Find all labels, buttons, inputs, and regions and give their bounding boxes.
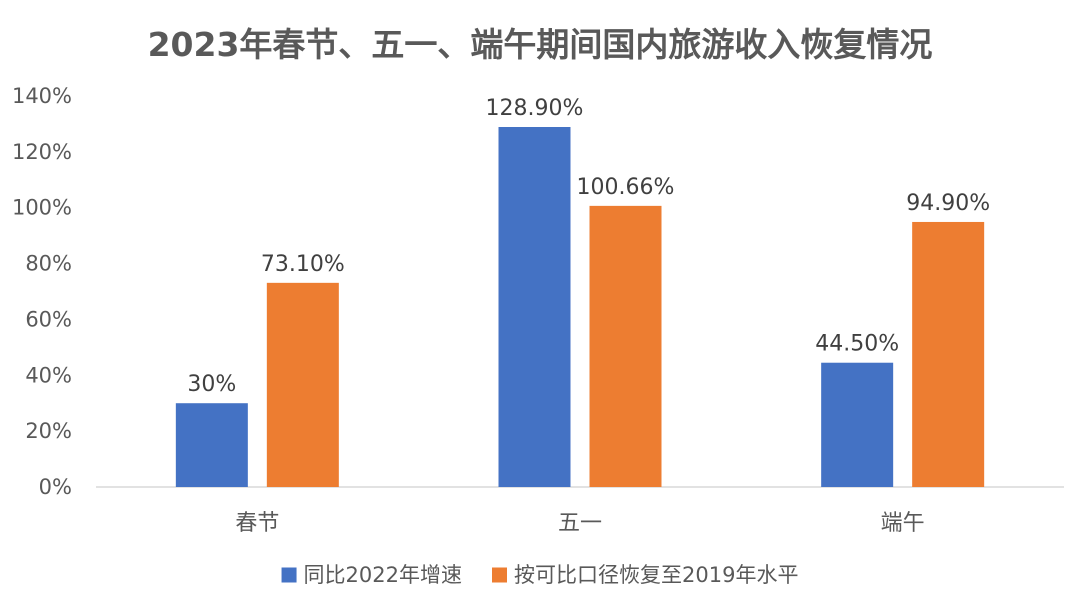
y-tick-label: 20% <box>25 419 72 443</box>
bar-recovery-1 <box>589 205 662 487</box>
data-label: 73.10% <box>261 252 345 277</box>
y-tick-label: 80% <box>25 252 72 276</box>
legend-swatch <box>492 567 507 583</box>
bar-yoy-growth-1 <box>498 127 571 487</box>
x-tick-label: 端午 <box>881 511 925 536</box>
legend-label: 按可比口径恢复至2019年水平 <box>514 563 798 587</box>
data-labels: 30% 73.10% 128.90% 100.66% 44.50% 94.90% <box>187 96 990 397</box>
data-label: 100.66% <box>577 175 675 200</box>
category-labels: 春节 五一 端午 <box>235 511 924 536</box>
x-tick-label: 五一 <box>558 511 602 536</box>
legend-label: 同比2022年增速 <box>304 563 462 587</box>
bars <box>175 127 985 487</box>
bar-yoy-growth-0 <box>175 403 248 487</box>
data-label: 44.50% <box>815 332 899 357</box>
data-label: 94.90% <box>906 191 990 216</box>
x-tick-label: 春节 <box>235 511 279 536</box>
legend-swatch <box>281 567 297 583</box>
bar-yoy-growth-2 <box>821 362 894 487</box>
y-tick-label: 100% <box>12 196 72 220</box>
y-tick-label: 60% <box>25 307 72 331</box>
y-tick-label: 140% <box>12 84 72 108</box>
bar-recovery-0 <box>266 282 339 487</box>
y-axis-ticks: 0% 20% 40% 60% 80% 100% 120% 140% <box>12 84 72 499</box>
data-label: 128.90% <box>486 96 584 121</box>
y-tick-label: 0% <box>39 475 72 499</box>
y-tick-label: 120% <box>12 140 72 164</box>
y-tick-label: 40% <box>25 363 72 387</box>
legend: 同比2022年增速 按可比口径恢复至2019年水平 <box>281 563 798 587</box>
bar-recovery-2 <box>912 221 985 487</box>
data-label: 30% <box>187 372 236 397</box>
chart-title: 2023年春节、五一、端午期间国内旅游收入恢复情况 <box>148 25 933 64</box>
